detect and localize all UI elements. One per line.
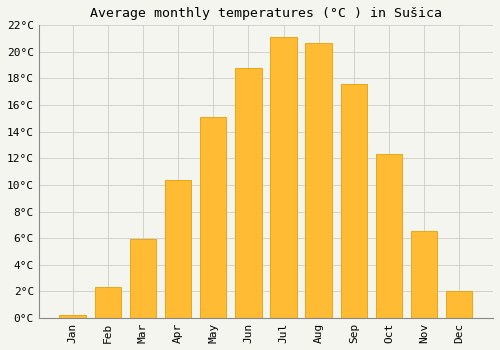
Bar xyxy=(306,43,332,318)
Bar xyxy=(411,231,438,318)
Bar xyxy=(130,239,156,318)
Bar xyxy=(235,68,262,318)
Bar xyxy=(270,37,296,318)
Bar xyxy=(446,291,472,318)
Bar xyxy=(340,84,367,318)
Bar xyxy=(200,117,226,318)
Bar xyxy=(376,154,402,318)
Bar xyxy=(165,180,191,318)
Bar xyxy=(94,287,121,318)
Title: Average monthly temperatures (°C ) in Sušica: Average monthly temperatures (°C ) in Su… xyxy=(90,7,442,20)
Bar xyxy=(60,315,86,318)
